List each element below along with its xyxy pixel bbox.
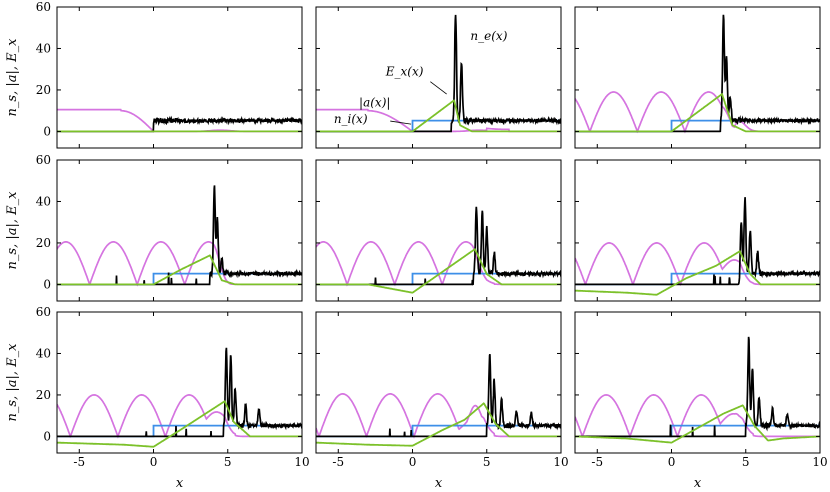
- panel-frame: [315, 159, 562, 302]
- plot-area: [57, 347, 302, 448]
- x-tick-label: -5: [73, 455, 85, 469]
- y-tick-label: 40: [36, 194, 51, 208]
- y-tick-label: 20: [36, 236, 51, 250]
- x-tick-label: -5: [332, 455, 344, 469]
- panel-frame: [315, 311, 562, 454]
- ni-annotation: n_i(x): [334, 112, 368, 126]
- panel-frame: [56, 159, 303, 302]
- ex-curve: [316, 99, 561, 133]
- panel-frame: [574, 6, 821, 149]
- x-tick-label: 5: [483, 455, 491, 469]
- plot-area: [57, 108, 302, 133]
- y-tick-label: 20: [36, 388, 51, 402]
- panel-frame: [56, 311, 303, 454]
- ne-curve: [575, 197, 820, 286]
- panel-6: [574, 159, 821, 302]
- ne-curve: [57, 115, 302, 133]
- ne-curve: [575, 14, 820, 133]
- panel-frame: [574, 159, 821, 302]
- panel-frame: [574, 311, 821, 454]
- x-tick-label: 10: [294, 455, 309, 469]
- a-curve: [575, 394, 820, 439]
- x-axis-label: x: [176, 476, 184, 491]
- ne-annotation: n_e(x): [470, 29, 507, 43]
- x-tick-label: 0: [409, 455, 417, 469]
- x-tick-label: 5: [742, 455, 750, 469]
- ex-curve: [57, 400, 302, 448]
- plot-area: [57, 185, 302, 287]
- panel-4: 0 20 40 60 n_s, |a|, E_x: [5, 153, 303, 302]
- panel-1: 0 20 40 60 n_s, |a|, E_x: [5, 0, 303, 149]
- ex-curve: [316, 402, 561, 447]
- x-tick-label: 5: [224, 455, 232, 469]
- ex-curve: [316, 248, 561, 294]
- a-curve: [316, 241, 561, 287]
- plot-area: [575, 336, 820, 444]
- panel-7: -5 0 5 10 0 20 40 60 n_s, |a|, E_xx: [5, 305, 310, 491]
- panel-2: n_e(x) E_x(x) |a(x)| n_i(x): [315, 6, 562, 149]
- a-curve: [316, 393, 561, 439]
- ni-step: [316, 424, 561, 438]
- ex-arrow: [430, 81, 447, 95]
- ex-curve: [575, 92, 820, 133]
- y-axis-label: n_s, |a|, E_x: [5, 191, 20, 270]
- ex-curve: [575, 404, 820, 444]
- plot-area: [316, 14, 561, 133]
- y-tick-label: 0: [43, 277, 51, 291]
- x-tick-label: 10: [812, 455, 827, 469]
- ne-curve: [57, 347, 302, 438]
- y-tick-label: 20: [36, 83, 51, 97]
- y-axis-label: n_s, |a|, E_x: [5, 343, 20, 422]
- ex-curve: [575, 250, 820, 296]
- plot-area: [316, 353, 561, 447]
- y-tick-label: 0: [43, 429, 51, 443]
- ex-annotation: E_x(x): [385, 64, 424, 78]
- panel-3: [574, 6, 821, 149]
- y-tick-label: 60: [36, 305, 51, 319]
- panel-9: -5 0 5 10 x: [574, 311, 828, 491]
- a-curve: [575, 242, 820, 287]
- ne-curve: [316, 353, 561, 438]
- panel-frame: [315, 6, 562, 149]
- a-annotation: |a(x)|: [359, 96, 390, 110]
- y-tick-label: 40: [36, 41, 51, 55]
- y-axis-label: n_s, |a|, E_x: [5, 38, 20, 117]
- plot-area: [316, 206, 561, 294]
- x-axis-label: x: [694, 476, 702, 491]
- x-tick-label: 0: [668, 455, 676, 469]
- y-tick-label: 0: [43, 124, 51, 138]
- y-tick-label: 40: [36, 346, 51, 360]
- panel-frame: [56, 6, 303, 149]
- y-tick-label: 60: [36, 153, 51, 167]
- panel-8: -5 0 5 10 x: [315, 311, 569, 491]
- panel-5: [315, 159, 562, 302]
- plot-area: [575, 197, 820, 296]
- x-axis-label: x: [435, 476, 443, 491]
- a-curve: [57, 241, 302, 287]
- x-tick-label: -5: [591, 455, 603, 469]
- ex-curve: [57, 254, 302, 286]
- plot-area: [575, 14, 820, 134]
- ne-curve: [575, 336, 820, 438]
- x-tick-label: 0: [150, 455, 158, 469]
- x-tick-label: 10: [553, 455, 568, 469]
- ni-arrow: [390, 120, 412, 125]
- y-tick-label: 60: [36, 0, 51, 14]
